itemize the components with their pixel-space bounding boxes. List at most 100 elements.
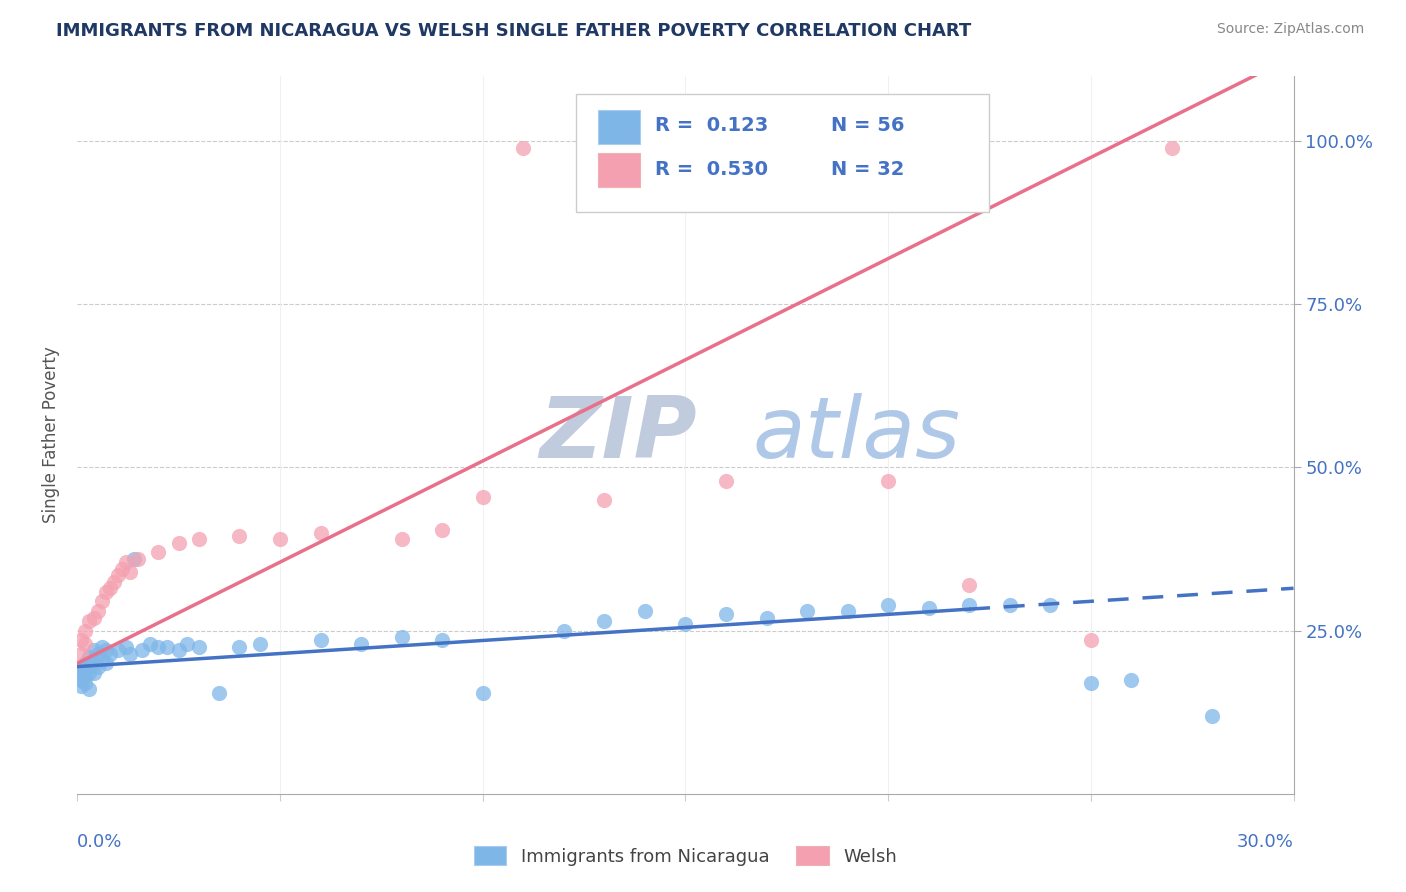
Text: Source: ZipAtlas.com: Source: ZipAtlas.com <box>1216 22 1364 37</box>
Point <box>127 552 149 566</box>
Point <box>83 657 105 671</box>
Point <box>1121 673 1143 687</box>
Point <box>86 659 108 673</box>
Point <box>94 643 117 657</box>
Point <box>918 600 941 615</box>
Point <box>188 640 211 654</box>
Point <box>471 686 494 700</box>
Point <box>70 647 93 661</box>
Point <box>1161 140 1184 154</box>
Point <box>309 525 332 540</box>
Point <box>131 643 153 657</box>
Text: IMMIGRANTS FROM NICARAGUA VS WELSH SINGLE FATHER POVERTY CORRELATION CHART: IMMIGRANTS FROM NICARAGUA VS WELSH SINGL… <box>56 22 972 40</box>
Point <box>86 647 108 661</box>
Point <box>634 604 657 618</box>
Point <box>70 633 93 648</box>
Point <box>70 659 93 673</box>
Point <box>70 679 93 693</box>
Point <box>94 657 117 671</box>
Point <box>269 533 291 547</box>
Point <box>998 598 1021 612</box>
Point <box>86 604 108 618</box>
FancyBboxPatch shape <box>598 153 640 187</box>
Text: 0.0%: 0.0% <box>77 833 122 851</box>
Point <box>755 610 778 624</box>
Legend: Immigrants from Nicaragua, Welsh: Immigrants from Nicaragua, Welsh <box>467 839 904 873</box>
Point <box>118 647 141 661</box>
Point <box>228 640 250 654</box>
Point <box>176 637 198 651</box>
Point <box>957 578 980 592</box>
Point <box>83 643 105 657</box>
Text: Single Father Poverty: Single Father Poverty <box>42 346 59 524</box>
Text: ZIP: ZIP <box>540 393 697 476</box>
Point <box>837 604 859 618</box>
Point <box>553 624 575 638</box>
Point <box>75 637 97 651</box>
Point <box>155 640 177 654</box>
Point <box>148 545 170 559</box>
Point <box>75 669 97 683</box>
Point <box>796 604 818 618</box>
Point <box>391 630 413 644</box>
Point <box>94 584 117 599</box>
Point <box>228 529 250 543</box>
Text: R =  0.530: R = 0.530 <box>655 161 768 179</box>
Point <box>103 574 125 589</box>
Point <box>75 663 97 677</box>
Point <box>188 533 211 547</box>
Point <box>70 673 93 687</box>
Point <box>957 598 980 612</box>
Point <box>593 614 616 628</box>
Point <box>1080 633 1102 648</box>
Point <box>122 552 145 566</box>
Point <box>75 624 97 638</box>
Point <box>107 568 129 582</box>
Point <box>115 640 138 654</box>
Point <box>167 535 190 549</box>
Point <box>471 490 494 504</box>
Point <box>350 637 373 651</box>
FancyBboxPatch shape <box>576 94 990 212</box>
Text: N = 32: N = 32 <box>831 161 904 179</box>
Point <box>111 562 134 576</box>
Point <box>1080 676 1102 690</box>
Point <box>79 682 101 697</box>
Point <box>714 474 737 488</box>
Point <box>249 637 271 651</box>
Point <box>83 666 105 681</box>
Point <box>79 649 101 664</box>
Point <box>1039 598 1062 612</box>
Point <box>139 637 162 651</box>
Point <box>877 598 900 612</box>
Point <box>115 555 138 569</box>
Point <box>98 581 121 595</box>
Point <box>593 493 616 508</box>
Point <box>148 640 170 654</box>
Point <box>90 594 112 608</box>
Text: atlas: atlas <box>752 393 960 476</box>
Point <box>167 643 190 657</box>
Point <box>98 647 121 661</box>
Point <box>118 565 141 579</box>
Point <box>877 474 900 488</box>
Point <box>675 617 697 632</box>
Point <box>90 653 112 667</box>
FancyBboxPatch shape <box>598 110 640 144</box>
Point <box>430 633 453 648</box>
Text: N = 56: N = 56 <box>831 116 905 135</box>
Point <box>79 614 101 628</box>
Point <box>79 659 101 673</box>
Point <box>512 140 534 154</box>
Text: R =  0.123: R = 0.123 <box>655 116 768 135</box>
Point <box>75 657 97 671</box>
Point <box>391 533 413 547</box>
Point <box>1201 708 1223 723</box>
Point <box>75 676 97 690</box>
Point <box>714 607 737 622</box>
Point <box>90 640 112 654</box>
Point <box>430 523 453 537</box>
Point <box>79 666 101 681</box>
Point <box>309 633 332 648</box>
Point <box>83 610 105 624</box>
